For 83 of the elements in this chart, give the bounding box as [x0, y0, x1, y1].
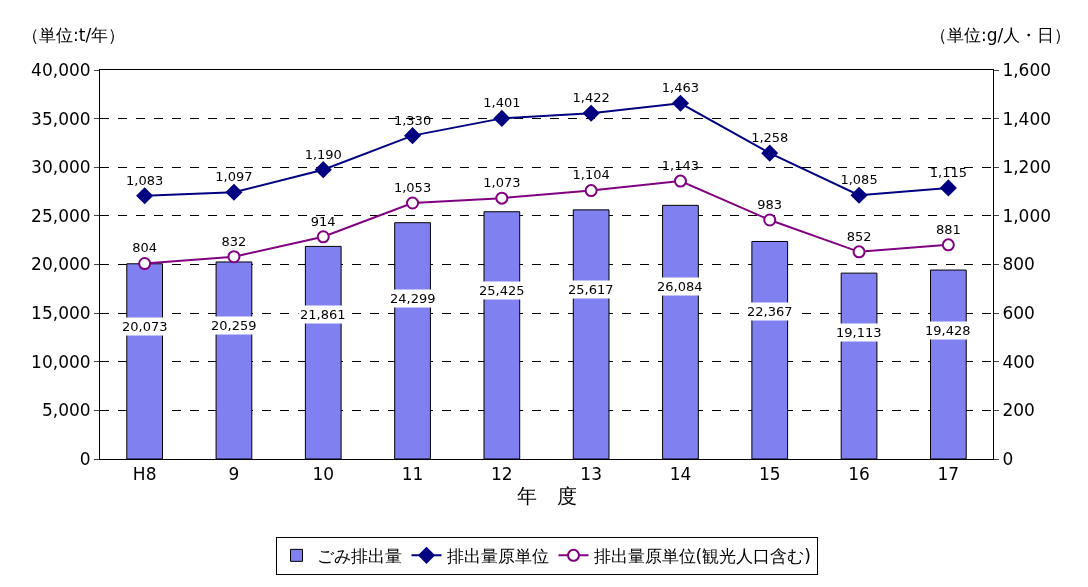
point	[852, 245, 866, 259]
x-axis-title: 年 度	[516, 483, 577, 508]
legend-label: 排出量原単位	[446, 545, 549, 566]
x-tick-label: 13	[580, 464, 602, 485]
data-label: 20,259	[211, 318, 257, 333]
y-tick-label: 30,000	[31, 157, 91, 178]
data-label: 1,083	[126, 172, 164, 188]
y2-tick-label: 0	[1002, 448, 1014, 469]
data-label: 832	[221, 233, 247, 249]
data-label: 804	[132, 240, 158, 256]
data-label: 881	[935, 221, 961, 237]
data-label: 1,097	[215, 169, 253, 185]
point	[136, 187, 153, 204]
data-label: 1,422	[572, 90, 610, 106]
data-label: 1,190	[304, 146, 342, 162]
data-label: 852	[846, 228, 872, 244]
y2-tick-label: 1,400	[1002, 108, 1052, 129]
y-tick-label: 25,000	[31, 205, 91, 226]
point	[941, 238, 955, 252]
data-label: 19,113	[836, 325, 882, 340]
legend-label: ごみ排出量	[316, 545, 402, 566]
y2-tick-label: 400	[1002, 351, 1035, 372]
x-tick-label: 15	[758, 464, 781, 485]
y-axis-title: （単位:t/年）	[22, 25, 126, 45]
data-label: 26,084	[657, 279, 703, 294]
y2-tick-label: 1,200	[1002, 157, 1052, 178]
x-tick-label: 14	[669, 464, 692, 485]
data-label: 22,367	[747, 304, 793, 319]
y-tick-label: 40,000	[31, 59, 91, 80]
point	[761, 145, 778, 162]
point	[316, 230, 330, 244]
y2-tick-label: 200	[1002, 400, 1035, 421]
y2-axis-title: （単位:g/人・日）	[930, 25, 1072, 45]
y-tick-label: 0	[79, 448, 91, 469]
point	[227, 250, 241, 264]
point	[493, 110, 510, 127]
x-tick-label: 12	[491, 464, 513, 485]
y2-tick-label: 1,000	[1002, 205, 1052, 226]
data-label: 24,299	[390, 291, 436, 306]
y2-tick-label: 1,600	[1002, 59, 1052, 80]
point	[584, 184, 598, 198]
data-label: 20,073	[122, 319, 168, 334]
data-label: 1,053	[393, 179, 432, 195]
point	[850, 187, 868, 204]
y2-tick-label: 800	[1002, 254, 1035, 275]
point	[672, 95, 689, 112]
x-tick-label: H8	[132, 464, 157, 485]
legend-label: 排出量原単位(観光人口含む)	[593, 545, 811, 566]
y-tick-label: 35,000	[31, 108, 91, 129]
point	[583, 105, 600, 122]
y2-tick-label: 600	[1002, 303, 1035, 324]
point	[940, 179, 957, 197]
data-label: 983	[757, 196, 783, 212]
data-label: 1,463	[661, 80, 700, 96]
data-label: 1,330	[393, 112, 432, 128]
point	[138, 257, 152, 271]
point	[406, 196, 420, 210]
y-tick-label: 5,000	[41, 400, 91, 421]
data-label: 25,617	[568, 282, 614, 297]
point	[315, 161, 332, 178]
y-tick-label: 20,000	[31, 254, 91, 275]
y-tick-label: 15,000	[31, 303, 91, 324]
data-label: 19,428	[925, 323, 971, 338]
data-label: 21,861	[300, 307, 346, 322]
x-tick-label: 16	[848, 464, 870, 485]
data-label: 1,073	[483, 175, 521, 191]
data-label: 1,115	[929, 164, 967, 180]
data-label: 1,085	[840, 172, 878, 188]
x-tick-label: 9	[228, 464, 240, 485]
point	[763, 213, 777, 227]
data-label: 1,401	[483, 95, 521, 111]
point	[225, 184, 243, 201]
x-tick-label: 17	[937, 464, 960, 485]
x-tick-label: 11	[401, 464, 424, 485]
point	[404, 127, 421, 144]
data-label: 1,104	[572, 167, 610, 183]
y-tick-label: 10,000	[31, 351, 91, 372]
point	[495, 191, 509, 205]
data-label: 914	[310, 213, 336, 229]
point	[673, 174, 687, 188]
x-tick-label: 10	[312, 464, 335, 485]
data-label: 25,425	[479, 283, 525, 298]
data-label: 1,258	[751, 130, 789, 146]
